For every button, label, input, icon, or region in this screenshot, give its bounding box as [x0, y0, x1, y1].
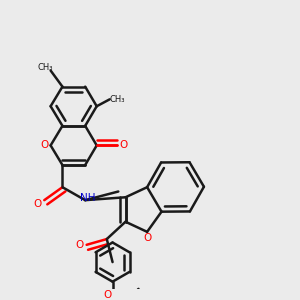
Text: O: O	[33, 199, 41, 208]
Text: O: O	[103, 290, 112, 300]
Text: O: O	[75, 240, 83, 250]
Text: O: O	[144, 232, 152, 243]
Text: CH₃: CH₃	[109, 95, 124, 104]
Text: CH₃: CH₃	[37, 63, 52, 72]
Text: O: O	[119, 140, 127, 150]
Text: NH: NH	[80, 193, 95, 203]
Text: O: O	[40, 140, 48, 150]
